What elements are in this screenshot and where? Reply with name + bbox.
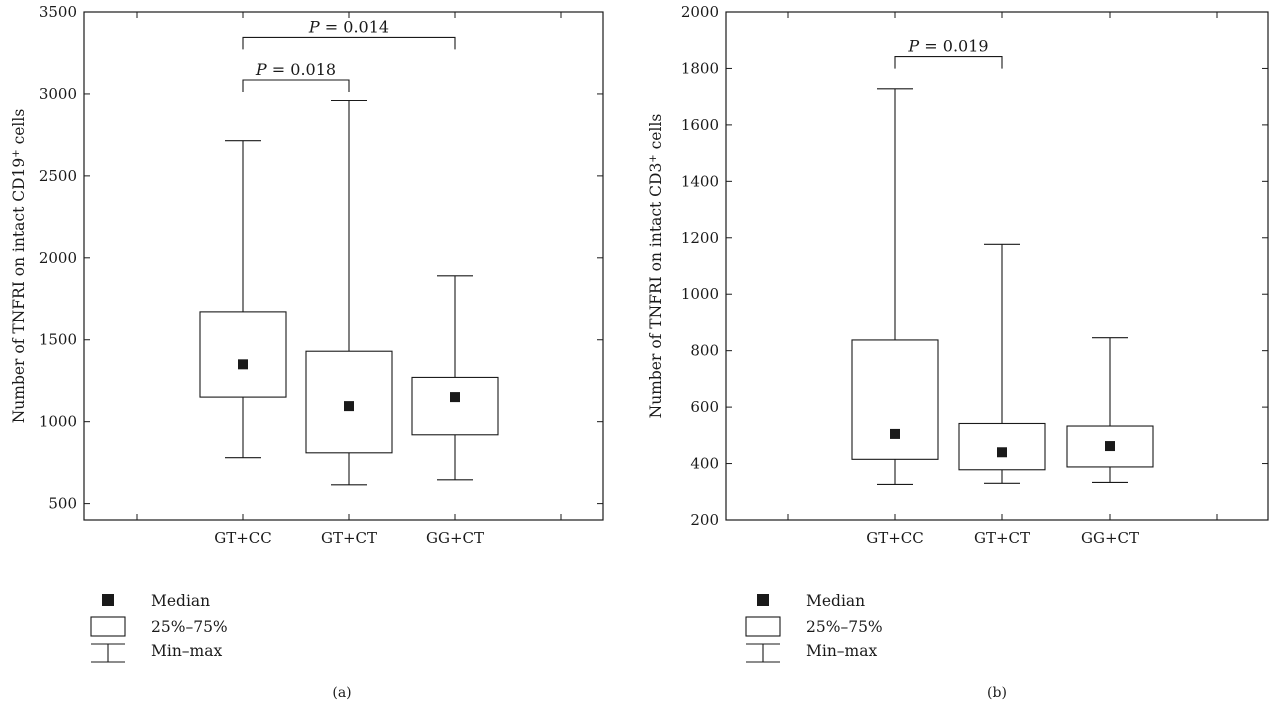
y-axis-label-superscript: + [11, 149, 22, 157]
p-value-text: = 0.018 [267, 60, 336, 79]
legend-whisker-label: Min–max [806, 642, 877, 660]
panel-label: (a) [332, 685, 351, 701]
p-value-label: P = 0.019 [907, 37, 988, 56]
p-value-label: P = 0.018 [255, 60, 336, 79]
significance-bracket [242, 36, 456, 50]
y-tick-label: 1200 [681, 229, 719, 247]
iqr-box [958, 422, 1046, 471]
legend-box-icon [745, 616, 781, 637]
y-tick-label: 2500 [39, 167, 77, 185]
y-tick-label: 500 [48, 495, 77, 513]
p-value-label: P = 0.014 [308, 17, 389, 36]
y-tick-label: 2000 [39, 249, 77, 267]
y-tick-label: 3500 [39, 3, 77, 21]
y-tick-label: 1000 [39, 413, 77, 431]
iqr-box [411, 376, 499, 436]
y-tick-label: 600 [690, 398, 719, 416]
median-marker [344, 401, 354, 412]
iqr-box [851, 339, 939, 460]
significance-bracket [242, 79, 350, 93]
median-marker [1105, 441, 1115, 452]
y-axis-label-superscript: + [648, 154, 659, 162]
significance-bracket [894, 56, 1003, 69]
y-axis-label-tail: cells [647, 114, 665, 155]
p-symbol: P [308, 17, 320, 36]
y-axis-label-main: Number of TNFRI on intact CD3 [647, 163, 665, 419]
x-category-label: GT+CC [214, 529, 272, 547]
iqr-box [199, 311, 287, 398]
legend-median-marker [102, 594, 114, 606]
p-symbol: P [255, 60, 267, 79]
plot-frame [725, 11, 1269, 521]
median-marker [238, 359, 248, 370]
legend-median-label: Median [806, 592, 865, 610]
p-value-text: = 0.019 [919, 37, 988, 56]
legend-median-marker [757, 594, 769, 606]
y-tick-label: 400 [690, 455, 719, 473]
panel-b: 200 400 600 800 1000 1200 1400 1600 1800 2000 GT+C… [647, 3, 1269, 701]
x-category-label: GT+CT [321, 529, 377, 547]
median-marker [450, 392, 460, 403]
y-axis-label: Number of TNFRI on intact CD3+ cells [647, 114, 665, 419]
y-tick-label: 3000 [39, 85, 77, 103]
p-value-text: = 0.014 [320, 17, 389, 36]
y-tick-label: 1800 [681, 59, 719, 77]
plot-frame [83, 11, 604, 521]
x-category-label: GT+CT [974, 529, 1030, 547]
panel-label: (b) [987, 685, 1007, 701]
y-tick-label: 1400 [681, 172, 719, 190]
x-category-label: GT+CC [866, 529, 924, 547]
legend-whisker-label: Min–max [151, 642, 222, 660]
legend-box-label: 25%–75% [151, 618, 228, 636]
median-marker [997, 447, 1007, 458]
x-category-label: GG+CT [1081, 529, 1139, 547]
y-axis-label-tail: cells [10, 109, 28, 150]
median-marker [890, 428, 900, 439]
y-axis-label: Number of TNFRI on intact CD19+ cells [10, 109, 28, 424]
y-tick-label: 2000 [681, 3, 719, 21]
p-symbol: P [907, 37, 919, 56]
y-axis-label-main: Number of TNFRI on intact CD19 [10, 158, 28, 424]
panel-a: 500 1000 1500 2000 2500 3000 3500 GT+CC GT+CT GG+… [10, 3, 604, 701]
x-category-label: GG+CT [426, 529, 484, 547]
legend-box-label: 25%–75% [806, 618, 883, 636]
y-tick-label: 1600 [681, 116, 719, 134]
y-tick-label: 1500 [39, 331, 77, 349]
y-tick-label: 200 [690, 511, 719, 529]
y-tick-label: 1000 [681, 285, 719, 303]
y-tick-label: 800 [690, 342, 719, 360]
legend-box-icon [90, 616, 126, 637]
legend-median-label: Median [151, 592, 210, 610]
